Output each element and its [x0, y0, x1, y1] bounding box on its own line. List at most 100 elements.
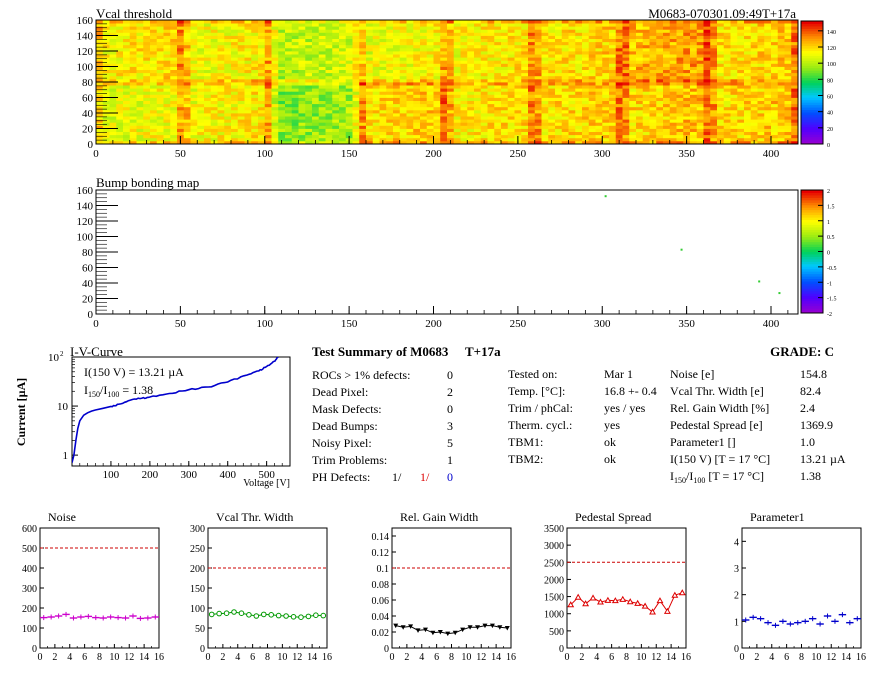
- vcal-cell: [676, 72, 684, 77]
- vcal-cell: [163, 63, 171, 67]
- vcal-cell: [399, 106, 407, 111]
- vcal-cell: [339, 116, 347, 120]
- vcal-cell: [629, 100, 637, 105]
- vcal-cell: [717, 122, 725, 126]
- vcal-cell: [602, 140, 610, 144]
- vcal-cell: [312, 54, 320, 58]
- vcal-cell: [615, 35, 623, 39]
- vcal-cell: [521, 35, 529, 39]
- vcal-cell: [480, 29, 488, 33]
- vcal-cell: [750, 122, 758, 126]
- vcal-cell: [669, 85, 677, 89]
- vcal-cell: [474, 106, 482, 111]
- vcal-cell: [312, 47, 320, 52]
- vcal-cell: [109, 41, 117, 46]
- vcal-cell: [318, 47, 326, 52]
- vcal-cell: [129, 106, 137, 111]
- vcal-cell: [649, 60, 657, 64]
- iv-series-line: [72, 357, 279, 463]
- vcal-cell: [433, 119, 441, 123]
- vcal-cell: [541, 63, 549, 67]
- vcal-palette-band: [801, 52, 823, 56]
- vcal-cell: [683, 69, 691, 74]
- vcal-cell: [386, 134, 394, 139]
- roc-chart-point: [649, 608, 656, 615]
- vcal-cell: [386, 57, 394, 61]
- vcal-cell: [325, 75, 333, 80]
- vcal-cell: [291, 38, 299, 43]
- vcal-cell: [406, 66, 414, 70]
- vcal-cell: [420, 72, 428, 77]
- vcal-cell: [561, 66, 569, 70]
- vcal-cell: [359, 128, 367, 132]
- vcal-cell: [359, 88, 367, 92]
- vcal-cell: [663, 60, 671, 64]
- vcal-cell: [170, 113, 178, 117]
- vcal-cell: [548, 29, 556, 33]
- vcal-cell: [602, 57, 610, 61]
- vcal-cell: [568, 85, 576, 89]
- vcal-cell: [366, 119, 374, 123]
- vcal-cell: [420, 44, 428, 49]
- vcal-cell: [696, 91, 704, 95]
- vcal-cell: [636, 26, 644, 30]
- vcal-cell: [460, 26, 468, 30]
- vcal-cell: [730, 20, 738, 24]
- vcal-cell: [278, 88, 286, 92]
- vcal-cell: [102, 91, 110, 95]
- vcal-cell: [231, 122, 239, 126]
- vcal-cell: [285, 119, 293, 123]
- vcal-cell: [528, 75, 536, 80]
- vcal-cell: [197, 41, 205, 46]
- vcal-cell: [386, 128, 394, 132]
- vcal-cell: [744, 44, 752, 49]
- vcal-cell: [602, 131, 610, 136]
- vcal-cell: [156, 91, 164, 95]
- roc-chart-x-tick-label: 6: [434, 652, 439, 663]
- vcal-cell: [96, 125, 104, 129]
- vcal-cell: [744, 32, 752, 36]
- vcal-cell: [615, 82, 623, 86]
- vcal-cell: [649, 69, 657, 74]
- vcal-cell: [244, 91, 252, 95]
- vcal-cell: [379, 94, 387, 98]
- vcal-cell: [393, 20, 401, 24]
- vcal-cell: [453, 29, 461, 33]
- roc-chart-point: [313, 612, 319, 619]
- vcal-cell: [602, 113, 610, 117]
- vcal-cell: [352, 134, 360, 139]
- bump-y-tick-label: 160: [77, 185, 94, 197]
- vcal-cell: [507, 106, 515, 111]
- vcal-cell: [197, 75, 205, 80]
- vcal-cell: [548, 20, 556, 24]
- vcal-cell: [231, 66, 239, 70]
- vcal-cell: [534, 119, 542, 123]
- vcal-cell: [777, 134, 785, 139]
- vcal-cell: [170, 47, 178, 52]
- vcal-cell: [494, 85, 502, 89]
- vcal-cell: [393, 78, 401, 83]
- vcal-cell: [534, 38, 542, 43]
- vcal-cell: [372, 113, 380, 117]
- vcal-cell: [379, 122, 387, 126]
- vcal-cell: [784, 134, 792, 139]
- vcal-cell: [96, 75, 104, 80]
- vcal-cell: [204, 29, 212, 33]
- vcal-cell: [609, 29, 617, 33]
- vcal-cell: [136, 47, 144, 52]
- vcal-cell: [764, 66, 772, 70]
- vcal-cell: [440, 29, 448, 33]
- vcal-cell: [777, 106, 785, 111]
- vcal-cell: [521, 113, 529, 117]
- vcal-cell: [251, 69, 259, 74]
- vcal-cell: [339, 44, 347, 49]
- vcal-cell: [710, 23, 718, 27]
- vcal-cell: [170, 38, 178, 43]
- vcal-cell: [629, 78, 637, 83]
- vcal-cell: [312, 94, 320, 98]
- vcal-cell: [690, 94, 698, 98]
- vcal-cell: [325, 32, 333, 36]
- vcal-palette-band: [801, 30, 823, 34]
- vcal-cell: [467, 137, 475, 142]
